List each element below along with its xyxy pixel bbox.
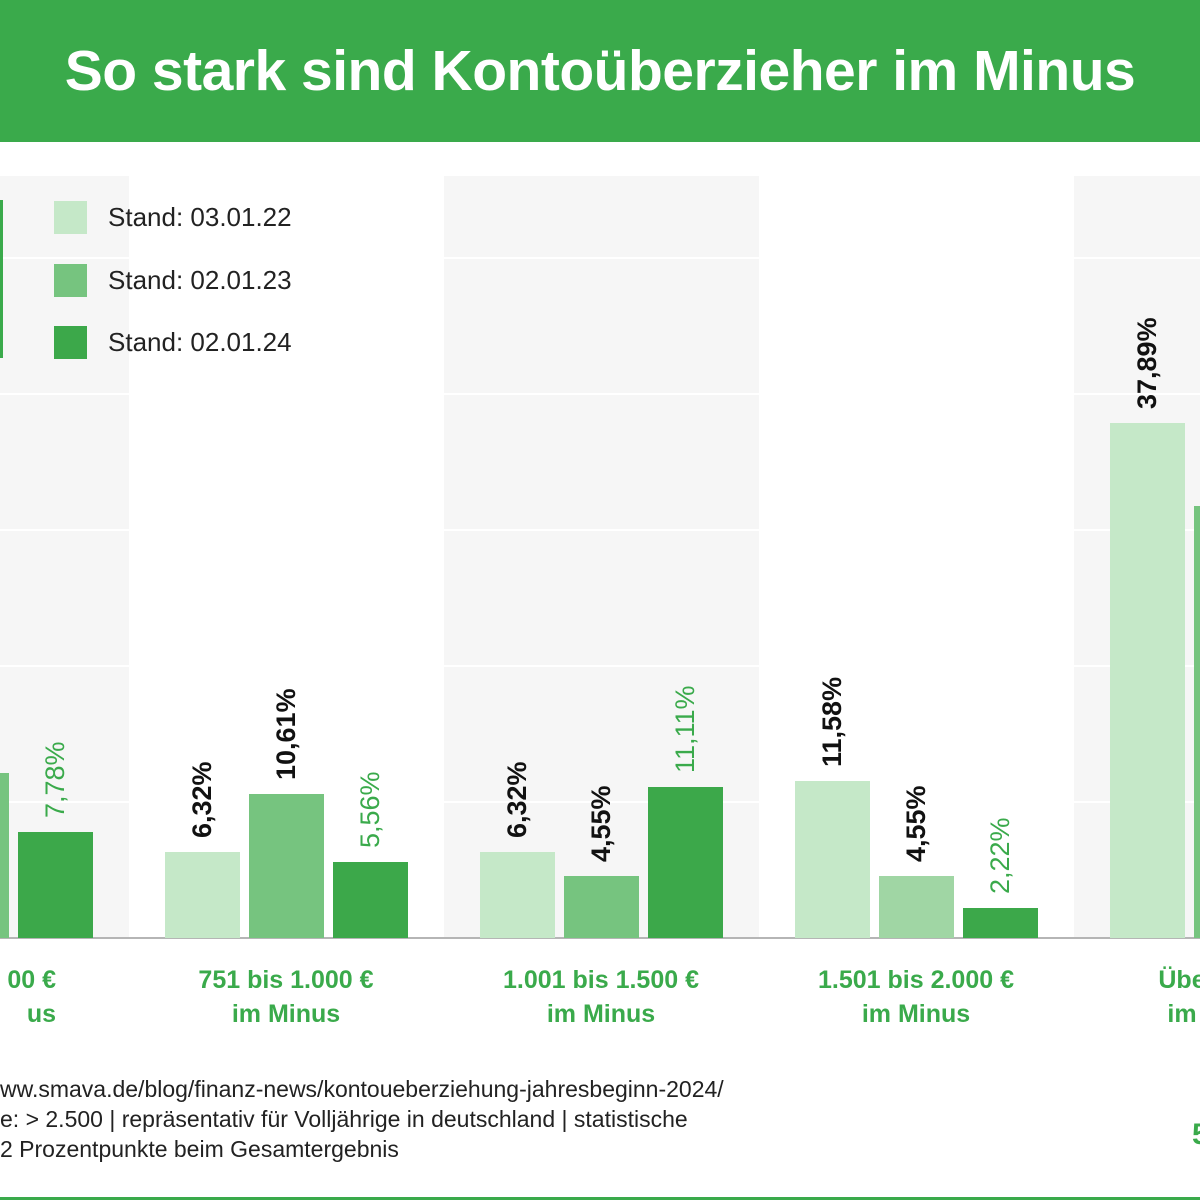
data-label: 7,78% bbox=[40, 741, 70, 819]
data-label: 4,55% bbox=[901, 785, 931, 863]
bar bbox=[0, 773, 9, 938]
category-line: 00 € bbox=[7, 966, 56, 994]
category-line: 1.501 bis 2.000 € bbox=[818, 966, 1014, 994]
legend-label: Stand: 03.01.22 bbox=[108, 202, 292, 232]
category-label: Übe im bbox=[1152, 963, 1200, 1031]
footer-source: ww.smava.de/blog/finanz-news/kontoueberz… bbox=[0, 1076, 724, 1102]
category-line: im Minus bbox=[861, 1000, 971, 1028]
bar bbox=[1110, 422, 1185, 938]
data-label: 4,55% bbox=[586, 785, 616, 863]
data-label: 11,58% bbox=[817, 676, 847, 767]
bar bbox=[879, 876, 954, 938]
bar bbox=[480, 852, 555, 938]
category-line: 1.001 bis 1.500 € bbox=[503, 966, 699, 994]
bar bbox=[795, 780, 870, 938]
bar bbox=[249, 793, 324, 938]
legend-swatch bbox=[54, 264, 87, 297]
data-label: 37,89% bbox=[1132, 317, 1162, 409]
legend-swatch bbox=[54, 326, 87, 359]
category-label: 1.001 bis 1.500 € im Minus bbox=[451, 963, 751, 1031]
data-label: 5,56% bbox=[355, 771, 385, 849]
legend-label: Stand: 02.01.23 bbox=[108, 265, 292, 295]
legend-label: Stand: 02.01.24 bbox=[108, 327, 292, 357]
gridline bbox=[0, 257, 1200, 259]
category-line: im Minus bbox=[546, 1000, 656, 1028]
legend-border bbox=[0, 200, 3, 358]
category-line: 751 bis 1.000 € bbox=[198, 966, 374, 994]
gridline bbox=[0, 665, 1200, 667]
legend-item-2023: Stand: 02.01.23 bbox=[54, 264, 292, 297]
logo: 5 bbox=[1192, 1118, 1200, 1152]
category-line: us bbox=[26, 1000, 56, 1028]
x-axis bbox=[0, 937, 1200, 939]
data-label: 11,11% bbox=[670, 685, 700, 773]
category-line: Übe bbox=[1158, 966, 1200, 994]
bar bbox=[648, 786, 723, 938]
legend-item-2024: Stand: 02.01.24 bbox=[54, 326, 292, 359]
category-line: im Minus bbox=[231, 1000, 341, 1028]
category-label: 00 € us bbox=[0, 963, 56, 1031]
legend-swatch bbox=[54, 201, 87, 234]
bar bbox=[564, 876, 639, 938]
gridline bbox=[0, 529, 1200, 531]
data-label: 6,32% bbox=[502, 761, 532, 839]
category-line: im bbox=[1167, 1000, 1197, 1028]
gridline bbox=[0, 801, 1200, 803]
category-label: 1.501 bis 2.000 € im Minus bbox=[766, 963, 1066, 1031]
footer-sample: e: > 2.500 | repräsentativ für Volljähri… bbox=[0, 1106, 688, 1132]
legend-item-2022: Stand: 03.01.22 bbox=[54, 201, 292, 234]
bar bbox=[963, 907, 1038, 938]
bar bbox=[333, 862, 408, 938]
footer-divider bbox=[0, 1197, 1200, 1200]
chart-title: So stark sind Kontoüberzieher im Minus bbox=[0, 0, 1200, 142]
footer-margin: 2 Prozentpunkte beim Gesamtergebnis bbox=[0, 1136, 399, 1162]
bar bbox=[1194, 505, 1200, 938]
data-label: 10,61% bbox=[271, 688, 301, 780]
category-label: 751 bis 1.000 € im Minus bbox=[136, 963, 436, 1031]
bar bbox=[165, 852, 240, 938]
data-label: 6,32% bbox=[187, 761, 217, 839]
gridline bbox=[0, 393, 1200, 395]
bar bbox=[18, 832, 93, 938]
data-label: 2,22% bbox=[985, 817, 1015, 894]
group-background bbox=[0, 176, 129, 938]
